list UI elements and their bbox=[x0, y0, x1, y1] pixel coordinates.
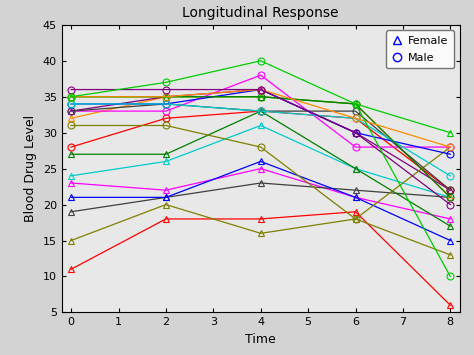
X-axis label: Time: Time bbox=[246, 333, 276, 346]
Title: Longitudinal Response: Longitudinal Response bbox=[182, 6, 339, 20]
Y-axis label: Blood Drug Level: Blood Drug Level bbox=[24, 115, 37, 222]
Legend: Female, Male: Female, Male bbox=[386, 31, 454, 68]
